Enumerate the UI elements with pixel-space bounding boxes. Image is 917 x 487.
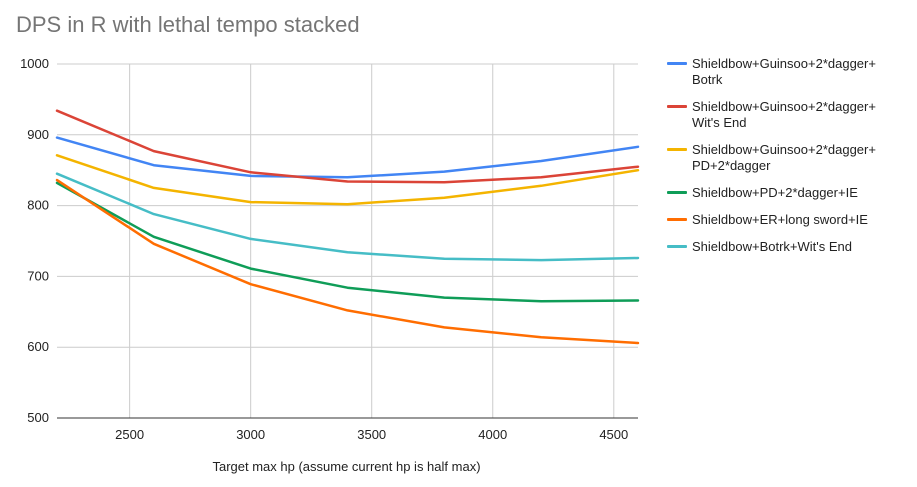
legend-label: Shieldbow+Guinsoo+2*dagger+ <box>692 99 876 114</box>
legend-label: PD+2*dagger <box>692 158 771 173</box>
x-tick-label: 2500 <box>115 427 144 442</box>
legend-label: Shieldbow+Botrk+Wit's End <box>692 239 853 254</box>
x-tick-label: 4500 <box>599 427 628 442</box>
series-line-4 <box>55 181 640 303</box>
y-tick-label: 800 <box>27 198 49 213</box>
legend-label: Shieldbow+Guinsoo+2*dagger+ <box>692 142 876 157</box>
series-line-2 <box>55 109 640 184</box>
legend-item: Shieldbow+Botrk+Wit's End <box>664 239 914 255</box>
series-line-6 <box>55 172 640 262</box>
legend-swatch <box>667 245 687 248</box>
legend-item: Shieldbow+PD+2*dagger+IE <box>664 185 914 201</box>
x-axis-title: Target max hp (assume current hp is half… <box>212 459 480 474</box>
legend-swatch <box>667 105 687 108</box>
gridlines <box>57 63 638 418</box>
series-line-1 <box>55 136 640 179</box>
tick-labels: 500 600 700 800 900 1000 2500 3000 3500 4000 4500 <box>20 56 628 442</box>
legend-label: Shieldbow+ER+long sword+IE <box>692 212 868 227</box>
legend-swatch <box>667 62 687 65</box>
x-tick-label: 4000 <box>478 427 507 442</box>
legend: Shieldbow+Guinsoo+2*dagger+ Botrk Shieldbo… <box>664 56 914 266</box>
series-line-3 <box>55 154 640 206</box>
y-tick-label: 700 <box>27 268 49 283</box>
y-tick-label: 500 <box>27 410 49 425</box>
series-line-5 <box>55 178 640 345</box>
chart-title: DPS in R with lethal tempo stacked <box>16 12 360 37</box>
x-tick-label: 3000 <box>236 427 265 442</box>
y-tick-label: 900 <box>27 127 49 142</box>
legend-item: Shieldbow+ER+long sword+IE <box>664 212 914 228</box>
y-tick-label: 600 <box>27 339 49 354</box>
series-lines <box>55 109 640 345</box>
legend-item: Shieldbow+Guinsoo+2*dagger+ Wit's End <box>664 99 914 131</box>
legend-label: Shieldbow+Guinsoo+2*dagger+ <box>692 56 876 71</box>
legend-item: Shieldbow+Guinsoo+2*dagger+ PD+2*dagger <box>664 142 914 174</box>
legend-item: Shieldbow+Guinsoo+2*dagger+ Botrk <box>664 56 914 88</box>
legend-swatch <box>667 148 687 151</box>
legend-label: Botrk <box>692 72 723 87</box>
x-tick-label: 3500 <box>357 427 386 442</box>
legend-label: Wit's End <box>692 115 747 130</box>
legend-label: Shieldbow+PD+2*dagger+IE <box>692 185 858 200</box>
y-tick-label: 1000 <box>20 56 49 71</box>
legend-swatch <box>667 218 687 221</box>
legend-swatch <box>667 191 687 194</box>
